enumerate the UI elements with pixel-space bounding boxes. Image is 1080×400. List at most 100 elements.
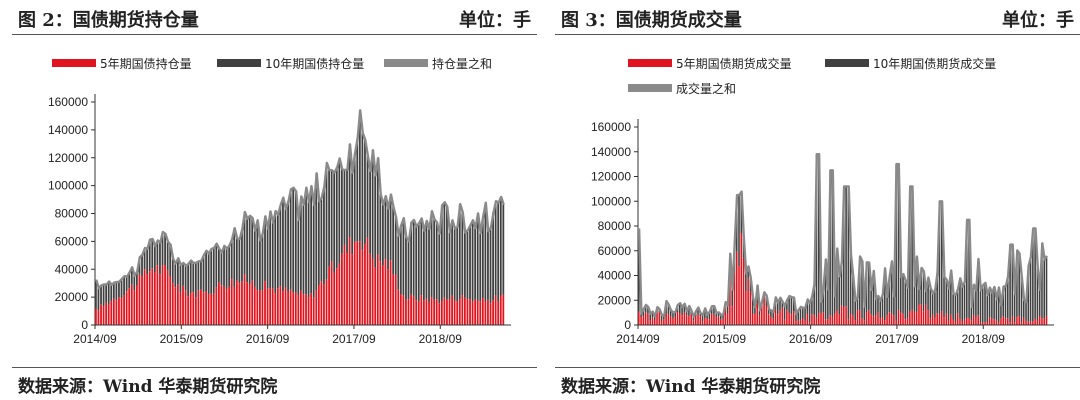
bar-5y bbox=[993, 319, 995, 325]
bar-5y bbox=[995, 320, 998, 325]
chart-title: 图 2：国债期货持仓量 bbox=[18, 10, 199, 31]
bar-10y bbox=[136, 271, 138, 285]
bar-5y bbox=[261, 290, 264, 325]
bar-5y bbox=[970, 320, 973, 325]
bar-10y bbox=[220, 252, 223, 286]
bar-10y bbox=[772, 312, 774, 319]
legend-label: 10年期国债期货成交量 bbox=[873, 56, 996, 71]
bar-5y bbox=[451, 295, 453, 325]
bar-10y bbox=[644, 304, 647, 313]
bar-10y bbox=[241, 229, 243, 282]
bar-10y bbox=[156, 240, 159, 266]
chart-title: 图 3：国债期货成交量 bbox=[561, 10, 742, 31]
bar-5y bbox=[913, 311, 916, 325]
bar-5y bbox=[312, 297, 315, 325]
bar-10y bbox=[430, 211, 433, 298]
bar-5y bbox=[399, 294, 402, 325]
bar-10y bbox=[169, 244, 172, 277]
bar-10y bbox=[405, 237, 407, 300]
bar-10y bbox=[970, 306, 973, 321]
bar-10y bbox=[747, 266, 749, 279]
bar-10y bbox=[804, 307, 806, 321]
bar-10y bbox=[890, 261, 893, 314]
bar-10y bbox=[697, 307, 699, 315]
bar-10y bbox=[904, 280, 907, 320]
bar-5y bbox=[656, 312, 658, 325]
bar-5y bbox=[808, 322, 811, 325]
bar-5y bbox=[243, 274, 246, 325]
bar-10y bbox=[1002, 286, 1005, 317]
bar-5y bbox=[218, 282, 220, 325]
bar-10y bbox=[502, 204, 505, 295]
bar-10y bbox=[223, 245, 225, 287]
bar-5y bbox=[202, 292, 205, 325]
bar-5y bbox=[756, 303, 759, 325]
bar-10y bbox=[925, 291, 927, 305]
bar-10y bbox=[1036, 268, 1039, 321]
bar-10y bbox=[159, 242, 161, 275]
legend-swatch bbox=[825, 59, 869, 67]
bar-5y bbox=[361, 250, 364, 325]
bar-10y bbox=[412, 219, 415, 296]
bar-10y bbox=[945, 279, 948, 314]
bar-10y bbox=[961, 286, 964, 322]
bar-10y bbox=[128, 272, 131, 289]
bar-5y bbox=[954, 321, 957, 325]
source-note: 数据来源：Wind 华泰期货研究院 bbox=[18, 377, 278, 397]
bar-10y bbox=[481, 216, 484, 299]
legend-label: 10年期国债持仓量 bbox=[265, 56, 364, 71]
bar-5y bbox=[685, 315, 688, 325]
bar-10y bbox=[669, 310, 672, 317]
bar-5y bbox=[738, 266, 740, 325]
bar-5y bbox=[1018, 316, 1020, 325]
bar-5y bbox=[704, 318, 706, 325]
bar-5y bbox=[464, 297, 466, 325]
bar-5y bbox=[484, 301, 487, 325]
bar-5y bbox=[177, 284, 179, 325]
bar-5y bbox=[105, 302, 108, 325]
bar-5y bbox=[950, 314, 952, 325]
bar-5y bbox=[266, 288, 269, 325]
bar-10y bbox=[981, 285, 984, 323]
bar-10y bbox=[911, 186, 913, 310]
bar-10y bbox=[141, 254, 143, 277]
bar-5y bbox=[788, 312, 790, 325]
x-tick-label: 2016/09 bbox=[789, 332, 833, 346]
bar-10y bbox=[956, 289, 959, 314]
bar-5y bbox=[256, 289, 259, 325]
legend-label: 5年期国债持仓量 bbox=[100, 56, 192, 71]
bar-10y bbox=[740, 191, 743, 234]
bar-5y bbox=[107, 304, 110, 325]
bar-5y bbox=[100, 304, 102, 325]
bar-10y bbox=[251, 218, 254, 281]
bar-10y bbox=[915, 256, 918, 312]
bar-10y bbox=[827, 289, 829, 320]
bar-10y bbox=[786, 299, 788, 311]
bar-10y bbox=[371, 150, 374, 259]
bar-10y bbox=[387, 208, 389, 270]
bar-10y bbox=[738, 195, 740, 267]
bar-10y bbox=[854, 300, 856, 321]
bar-10y bbox=[492, 212, 494, 301]
bar-5y bbox=[765, 305, 768, 325]
bar-5y bbox=[123, 295, 125, 325]
bar-5y bbox=[423, 300, 425, 325]
bar-10y bbox=[417, 223, 420, 302]
bar-10y bbox=[663, 315, 665, 320]
bar-10y bbox=[125, 276, 128, 292]
bar-10y bbox=[672, 312, 674, 319]
bar-5y bbox=[909, 311, 911, 325]
bar-5y bbox=[461, 295, 464, 325]
bar-10y bbox=[779, 297, 781, 311]
bar-10y bbox=[384, 196, 387, 260]
bar-5y bbox=[781, 307, 784, 325]
bar-10y bbox=[947, 288, 950, 321]
bar-5y bbox=[761, 306, 763, 325]
bar-10y bbox=[451, 220, 453, 296]
bar-10y bbox=[328, 170, 330, 267]
bar-5y bbox=[938, 314, 941, 325]
bar-10y bbox=[423, 230, 425, 301]
bar-5y bbox=[235, 280, 238, 325]
bar-10y bbox=[936, 272, 938, 314]
bar-5y bbox=[915, 311, 918, 325]
